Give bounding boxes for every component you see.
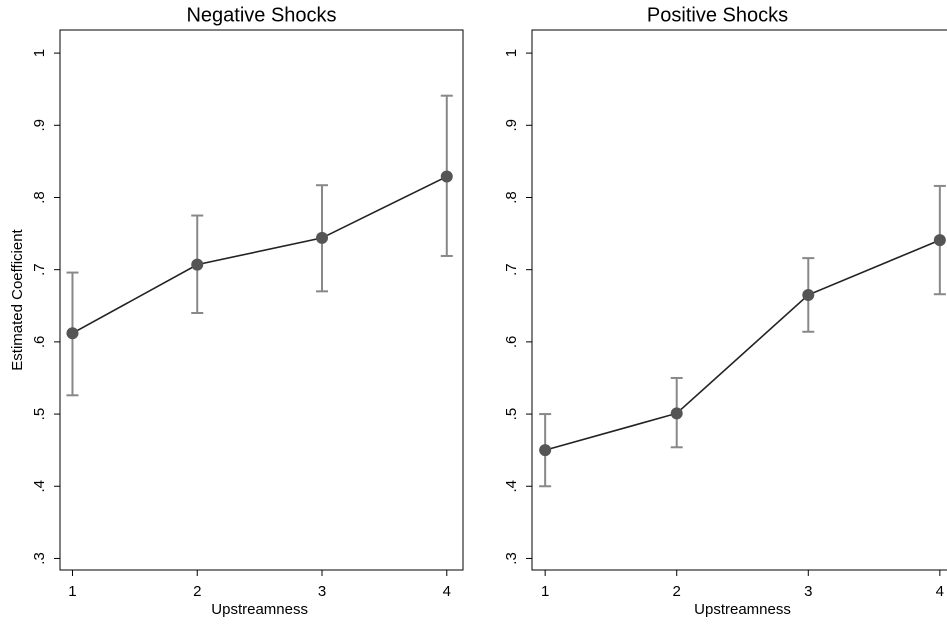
plot-frame (59, 29, 464, 571)
plot-frame (531, 29, 947, 571)
y-tick-label: .7 (31, 263, 48, 276)
point (539, 444, 552, 457)
x-tick-label: 4 (936, 583, 944, 600)
y-tick-label: .3 (31, 552, 48, 565)
point (316, 231, 329, 244)
y-tick-label: .6 (503, 336, 520, 349)
series-line (72, 175, 448, 334)
x-tick-label: 1 (68, 583, 76, 600)
point (802, 288, 815, 301)
x-tick-label: 2 (193, 583, 201, 600)
chart-title: Positive Shocks (647, 4, 788, 26)
y-tick-label: .9 (31, 119, 48, 132)
y-tick-label: .5 (31, 408, 48, 421)
y-tick-label: .7 (503, 263, 520, 276)
x-axis-label: Upstreamness (211, 601, 308, 618)
point (440, 170, 453, 183)
y-tick-label: .6 (31, 336, 48, 349)
x-tick-label: 3 (804, 583, 812, 600)
chart-title: Negative Shocks (186, 4, 336, 26)
point (191, 258, 204, 271)
point (670, 407, 683, 420)
x-tick-label: 2 (673, 583, 681, 600)
x-tick-label: 4 (443, 583, 451, 600)
y-tick-label: .4 (503, 480, 520, 493)
y-tick-label: .4 (31, 480, 48, 493)
x-tick-label: 3 (318, 583, 326, 600)
y-tick-label: .8 (31, 191, 48, 204)
y-tick-label: .5 (503, 408, 520, 421)
y-tick-label: 1 (503, 49, 520, 57)
y-axis-label: Estimated Coefficient (9, 228, 26, 370)
series-line (544, 239, 941, 451)
y-tick-label: .3 (503, 552, 520, 565)
point (66, 327, 79, 340)
y-tick-label: .9 (503, 119, 520, 132)
x-tick-label: 1 (541, 583, 549, 600)
x-axis-label: Upstreamness (694, 601, 791, 618)
point (933, 234, 946, 247)
y-tick-label: .8 (503, 191, 520, 204)
y-tick-label: 1 (31, 49, 48, 57)
